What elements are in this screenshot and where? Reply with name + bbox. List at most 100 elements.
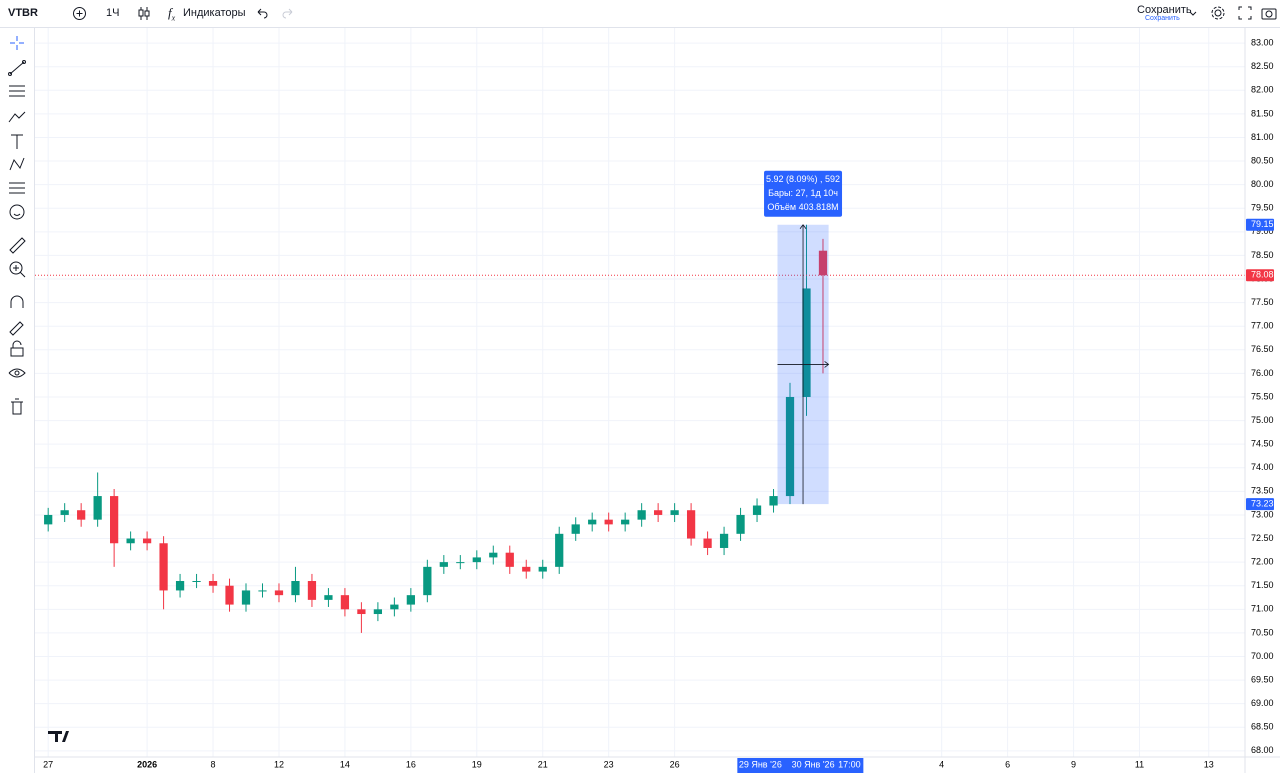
y-tick-label: 80.00 (1251, 179, 1274, 189)
x-tick-label: 11 (1135, 759, 1144, 769)
candle-body (604, 519, 613, 525)
candle-body (456, 562, 465, 564)
y-tick-label: 70.00 (1251, 651, 1274, 661)
price-tag (1246, 269, 1274, 282)
candle-body (307, 581, 317, 600)
y-tick-label: 82.50 (1251, 61, 1274, 71)
y-tick-label: 82.00 (1251, 85, 1274, 95)
candle-body (175, 581, 185, 591)
candle-body (719, 533, 729, 548)
candle-body (588, 519, 597, 525)
x-tick-label: 8 (211, 759, 216, 769)
y-tick-label: 74.00 (1251, 462, 1274, 472)
y-tick-label: 83.00 (1251, 37, 1274, 47)
candle-body (60, 510, 69, 515)
y-tick-label: 75.50 (1251, 391, 1274, 401)
price-tag-label: 79.15 (1251, 219, 1274, 229)
candle-body (670, 510, 679, 515)
candle-body (785, 396, 795, 497)
candle-body (274, 590, 284, 596)
y-tick-label: 72.50 (1251, 533, 1274, 543)
candle-body (752, 505, 762, 515)
y-tick-label: 76.50 (1251, 344, 1274, 354)
y-tick-label: 68.00 (1251, 745, 1274, 755)
logo (48, 731, 69, 742)
candle-body (505, 552, 514, 567)
symbol[interactable]: VTBR (8, 7, 38, 19)
time-highlight-label: 29 Янв '26 (739, 759, 782, 769)
candle-body (208, 581, 218, 586)
top-toolbar: VTBR 1Ч fx Индикаторы Сохранить Сохранит… (0, 0, 1280, 28)
candle-body (538, 566, 547, 572)
candle-body (291, 581, 300, 596)
indicators[interactable]: Индикаторы (183, 7, 246, 19)
y-tick-label: 70.50 (1251, 627, 1274, 637)
candle-body (44, 514, 53, 525)
candle-body (225, 585, 234, 605)
measure-arrows (777, 224, 830, 505)
x-tick-label: 2026 (137, 759, 157, 769)
undo-redo[interactable] (255, 7, 295, 19)
y-tick-label: 76.00 (1251, 368, 1274, 378)
measure-text: Бары: 27, 1д 10ч (768, 188, 838, 198)
candle-body (126, 538, 135, 544)
x-tick-label: 23 (604, 759, 614, 769)
y-tick-label: 68.50 (1251, 722, 1274, 732)
candle-body (93, 496, 102, 520)
x-tick-label: 16 (406, 759, 416, 769)
candle-body (77, 510, 86, 520)
tool-icons[interactable] (0, 28, 34, 428)
right-icons[interactable] (1188, 6, 1278, 22)
candle-body (406, 595, 415, 605)
candle-body (802, 288, 811, 397)
y-tick-label: 79.00 (1251, 226, 1274, 236)
measure-text: Объём 403.818M (767, 202, 838, 212)
candle-body (736, 514, 745, 534)
fx-icon[interactable]: fx (168, 5, 176, 23)
y-tick-label: 79.50 (1251, 203, 1274, 213)
candle-body (159, 543, 168, 591)
candle-body (686, 510, 696, 539)
chart-style[interactable] (137, 6, 151, 21)
y-tick-label: 69.50 (1251, 674, 1274, 684)
drawing-toolbar (0, 28, 35, 773)
candle-body (110, 496, 119, 544)
y-tick-label: 80.50 (1251, 155, 1274, 165)
price-tag (1246, 498, 1274, 511)
candle-body (555, 533, 564, 567)
candle-body (390, 604, 399, 610)
y-tick-label: 74.50 (1251, 439, 1274, 449)
y-tick-label: 71.00 (1251, 604, 1274, 614)
interval[interactable]: 1Ч (106, 7, 120, 19)
y-tick-label: 78.50 (1251, 250, 1274, 260)
candle-body (357, 609, 366, 615)
x-tick-label: 6 (1005, 759, 1010, 769)
time-highlight-label: 17:00 (838, 759, 861, 769)
save-status: Сохранить (1145, 15, 1180, 22)
candle-body (703, 538, 712, 548)
candle-body (324, 595, 333, 600)
price-tag (1246, 218, 1274, 231)
measure-text: 5.92 (8.09%) , 592 (766, 174, 840, 184)
candle-body (340, 595, 350, 610)
x-tick-label: 26 (670, 759, 680, 769)
y-tick-label: 81.00 (1251, 132, 1274, 142)
x-tick-label: 21 (538, 759, 548, 769)
candle-body (571, 524, 580, 534)
candle-body (769, 496, 778, 506)
candle-body (637, 510, 646, 520)
x-tick-label: 12 (274, 759, 284, 769)
y-tick-label: 71.50 (1251, 580, 1274, 590)
add-symbol[interactable] (72, 6, 87, 21)
y-tick-label: 73.00 (1251, 509, 1274, 519)
x-tick-label: 4 (939, 759, 944, 769)
x-tick-label: 19 (472, 759, 482, 769)
candle-body (654, 510, 663, 515)
measure-tooltip (764, 170, 843, 217)
candle-body (472, 557, 481, 563)
candle-body (423, 566, 432, 596)
save[interactable]: Сохранить (1137, 4, 1192, 16)
x-tick-label: 14 (340, 759, 350, 769)
candle-body (818, 250, 828, 276)
